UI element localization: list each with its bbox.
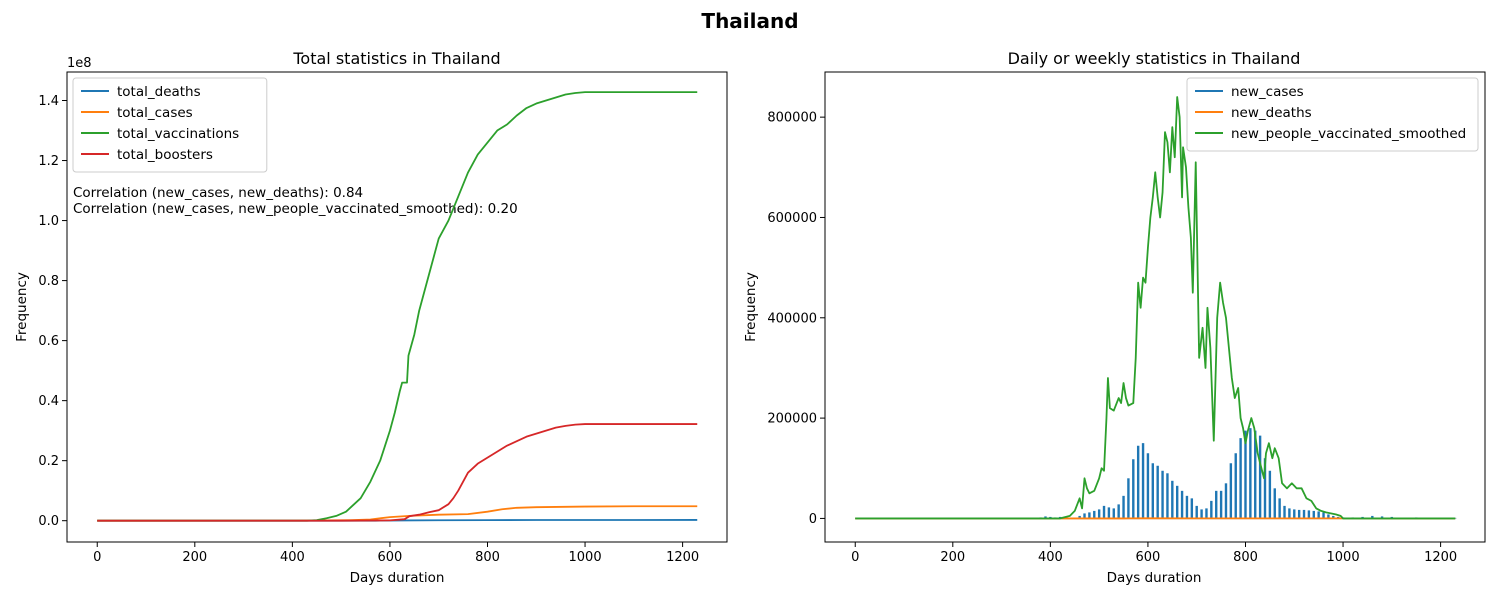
plot-area: [855, 96, 1457, 520]
line-new_people_vaccinated_smoothed: [855, 96, 1456, 520]
legend-frame: [1186, 77, 1479, 152]
axes-frame: [66, 71, 728, 543]
y-axis-label: Frequency: [14, 272, 30, 342]
legend-label-total_deaths: total_deaths: [117, 84, 201, 100]
y-tick-label-3: 600000: [767, 211, 817, 226]
line-total_vaccinations: [97, 91, 698, 522]
x-tick-label-400: 400: [1038, 550, 1063, 565]
x-tick-label-200: 200: [182, 550, 207, 565]
y-tick-label-0: 0: [809, 512, 817, 527]
x-tick-label-1000: 1000: [569, 550, 602, 565]
y-tick-label-1: 200000: [767, 412, 817, 427]
axes-total-statistics: Total statistics in Thailand Days durati…: [14, 49, 728, 586]
axes-title: Daily or weekly statistics in Thailand: [1008, 49, 1301, 68]
legend-label-new_deaths: new_deaths: [1231, 105, 1312, 121]
x-tick-label-800: 800: [475, 550, 500, 565]
y-tick-label-5: 1.0: [38, 214, 59, 229]
figure-suptitle: Thailand: [701, 9, 798, 33]
y-tick-label-3: 0.6: [38, 334, 59, 349]
x-tick-label-600: 600: [378, 550, 403, 565]
y-tick-label-7: 1.4: [38, 94, 59, 109]
y-tick-label-6: 1.2: [38, 154, 59, 169]
y-axis-label: Frequency: [743, 272, 759, 342]
axes-title: Total statistics in Thailand: [292, 49, 500, 68]
x-tick-label-800: 800: [1233, 550, 1258, 565]
series-new_people_vaccinated_smoothed: [855, 96, 1456, 520]
legend-label-new_people_vaccinated_smoothed: new_people_vaccinated_smoothed: [1231, 126, 1466, 142]
x-tick-label-200: 200: [940, 550, 965, 565]
x-tick-label-600: 600: [1136, 550, 1161, 565]
series-total_boosters: [97, 423, 698, 522]
x-axis-label: Days duration: [1107, 570, 1202, 586]
legend-label-new_cases: new_cases: [1231, 84, 1304, 100]
y-offset-label: 1e8: [67, 56, 92, 71]
y-tick-label-0: 0.0: [38, 514, 59, 529]
x-tick-label-1200: 1200: [1424, 550, 1457, 565]
x-tick-label-400: 400: [280, 550, 305, 565]
axes-frame: [824, 71, 1486, 543]
x-axis-label: Days duration: [350, 570, 445, 586]
x-tick-label-0: 0: [851, 550, 859, 565]
x-tick-label-0: 0: [93, 550, 101, 565]
y-tick-label-1: 0.2: [38, 454, 59, 469]
legend-label-total_cases: total_cases: [117, 105, 193, 121]
y-tick-label-4: 0.8: [38, 274, 59, 289]
line-total_boosters: [97, 423, 698, 522]
legend: total_deaths total_cases total_vaccination…: [72, 77, 268, 173]
legend-frame: [72, 77, 268, 173]
y-tick-label-2: 0.4: [38, 394, 59, 409]
x-tick-label-1200: 1200: [666, 550, 699, 565]
correlation-annotation-1: Correlation (new_cases, new_deaths): 0.8…: [73, 185, 363, 201]
x-tick-label-1000: 1000: [1327, 550, 1360, 565]
axes-daily-statistics: Daily or weekly statistics in Thailand D…: [743, 49, 1486, 586]
y-tick-label-4: 800000: [767, 111, 817, 126]
legend: new_cases new_deaths new_people_vaccinated…: [1186, 77, 1479, 152]
y-tick-label-2: 400000: [767, 311, 817, 326]
legend-label-total_vaccinations: total_vaccinations: [117, 126, 239, 142]
plot-area: [97, 91, 698, 522]
series-total_vaccinations: [97, 91, 698, 522]
legend-label-total_boosters: total_boosters: [117, 147, 213, 163]
correlation-annotation-2: Correlation (new_cases, new_people_vacci…: [73, 201, 518, 217]
